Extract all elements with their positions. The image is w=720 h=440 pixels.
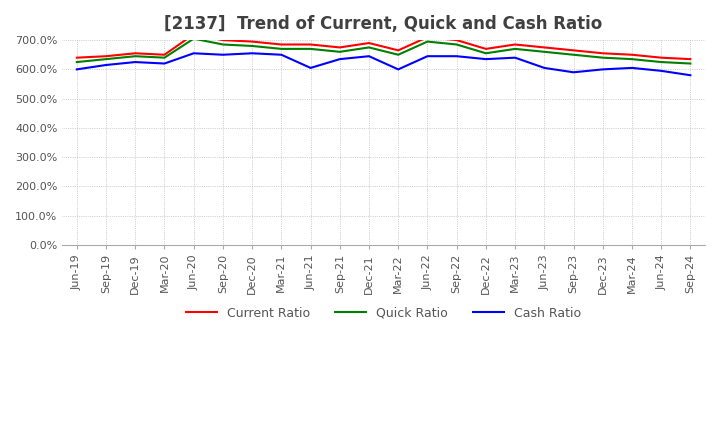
Cash Ratio bbox=[628, 65, 636, 70]
Quick Ratio bbox=[394, 52, 402, 57]
Current Ratio bbox=[73, 55, 81, 60]
Title: [2137]  Trend of Current, Quick and Cash Ratio: [2137] Trend of Current, Quick and Cash … bbox=[164, 15, 603, 33]
Line: Cash Ratio: Cash Ratio bbox=[77, 53, 690, 75]
Quick Ratio bbox=[657, 59, 665, 65]
Current Ratio bbox=[394, 48, 402, 53]
Current Ratio bbox=[570, 48, 578, 53]
Current Ratio bbox=[365, 40, 374, 46]
Cash Ratio bbox=[365, 54, 374, 59]
Current Ratio bbox=[277, 42, 286, 47]
Cash Ratio bbox=[423, 54, 432, 59]
Quick Ratio bbox=[306, 46, 315, 51]
Cash Ratio bbox=[102, 62, 110, 68]
Cash Ratio bbox=[598, 67, 607, 72]
Quick Ratio bbox=[277, 46, 286, 51]
Cash Ratio bbox=[482, 56, 490, 62]
Current Ratio bbox=[540, 45, 549, 50]
Cash Ratio bbox=[394, 67, 402, 72]
Current Ratio bbox=[423, 35, 432, 40]
Current Ratio bbox=[306, 42, 315, 47]
Quick Ratio bbox=[510, 46, 519, 51]
Quick Ratio bbox=[452, 42, 461, 47]
Cash Ratio bbox=[686, 73, 695, 78]
Current Ratio bbox=[657, 55, 665, 60]
Quick Ratio bbox=[423, 39, 432, 44]
Cash Ratio bbox=[219, 52, 228, 57]
Current Ratio bbox=[102, 54, 110, 59]
Current Ratio bbox=[686, 56, 695, 62]
Line: Current Ratio: Current Ratio bbox=[77, 34, 690, 59]
Legend: Current Ratio, Quick Ratio, Cash Ratio: Current Ratio, Quick Ratio, Cash Ratio bbox=[181, 302, 587, 325]
Cash Ratio bbox=[73, 67, 81, 72]
Current Ratio bbox=[510, 42, 519, 47]
Current Ratio bbox=[131, 51, 140, 56]
Current Ratio bbox=[336, 45, 344, 50]
Cash Ratio bbox=[540, 65, 549, 70]
Quick Ratio bbox=[248, 43, 256, 48]
Quick Ratio bbox=[598, 55, 607, 60]
Quick Ratio bbox=[102, 56, 110, 62]
Current Ratio bbox=[219, 37, 228, 43]
Quick Ratio bbox=[73, 59, 81, 65]
Cash Ratio bbox=[657, 68, 665, 73]
Cash Ratio bbox=[510, 55, 519, 60]
Current Ratio bbox=[628, 52, 636, 57]
Quick Ratio bbox=[160, 55, 168, 60]
Current Ratio bbox=[189, 32, 198, 37]
Quick Ratio bbox=[540, 49, 549, 55]
Quick Ratio bbox=[365, 45, 374, 50]
Quick Ratio bbox=[189, 36, 198, 41]
Quick Ratio bbox=[628, 56, 636, 62]
Cash Ratio bbox=[336, 56, 344, 62]
Quick Ratio bbox=[336, 49, 344, 55]
Line: Quick Ratio: Quick Ratio bbox=[77, 39, 690, 63]
Cash Ratio bbox=[160, 61, 168, 66]
Quick Ratio bbox=[570, 52, 578, 57]
Quick Ratio bbox=[686, 61, 695, 66]
Current Ratio bbox=[598, 51, 607, 56]
Current Ratio bbox=[482, 46, 490, 51]
Cash Ratio bbox=[306, 65, 315, 70]
Cash Ratio bbox=[189, 51, 198, 56]
Quick Ratio bbox=[219, 42, 228, 47]
Cash Ratio bbox=[131, 59, 140, 65]
Quick Ratio bbox=[482, 51, 490, 56]
Quick Ratio bbox=[131, 54, 140, 59]
Cash Ratio bbox=[248, 51, 256, 56]
Cash Ratio bbox=[452, 54, 461, 59]
Current Ratio bbox=[452, 37, 461, 43]
Cash Ratio bbox=[277, 52, 286, 57]
Cash Ratio bbox=[570, 70, 578, 75]
Current Ratio bbox=[248, 39, 256, 44]
Current Ratio bbox=[160, 52, 168, 57]
